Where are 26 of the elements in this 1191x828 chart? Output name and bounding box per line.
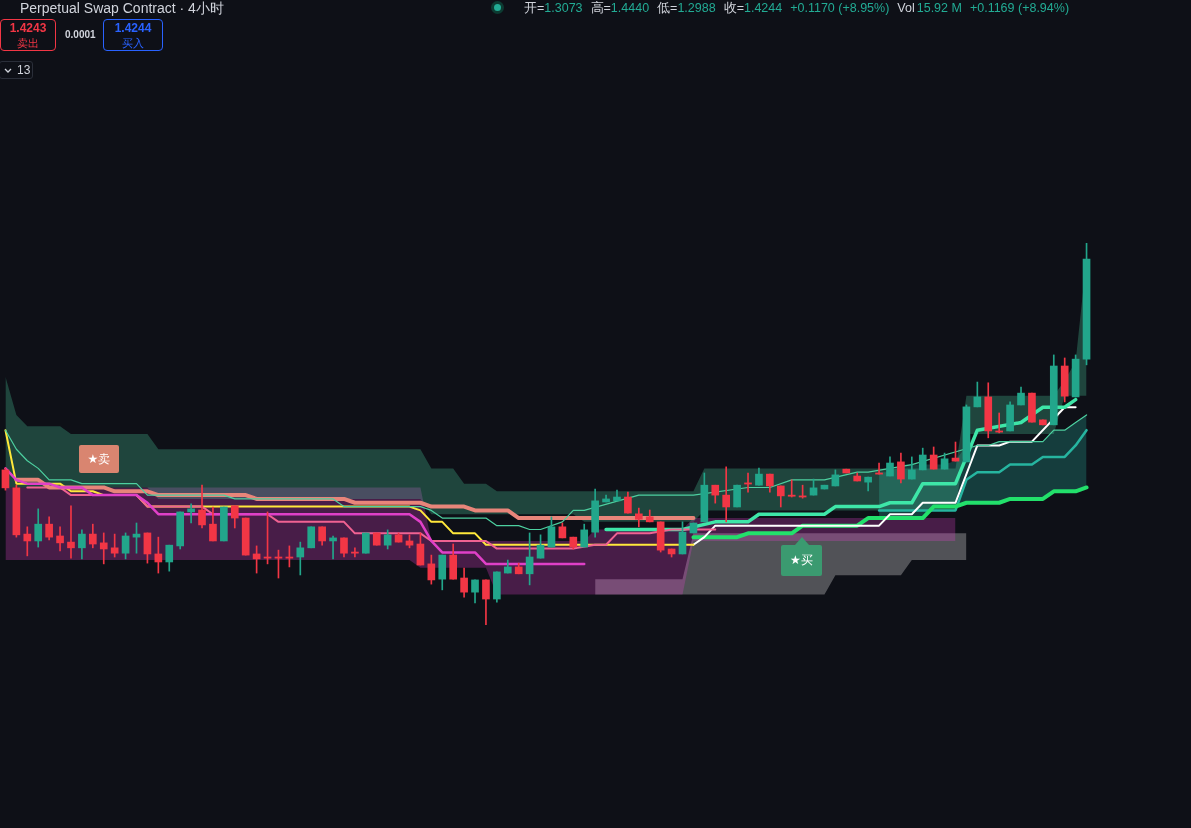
text: 低=	[657, 1, 678, 15]
text: 1.4244	[113, 21, 153, 36]
candlestick	[23, 526, 32, 557]
text: 收=	[723, 1, 744, 15]
text: +0.1170 (+8.95%)	[790, 1, 890, 15]
text: 1.4244	[743, 1, 783, 15]
candlestick	[67, 505, 75, 559]
text: 买入	[121, 36, 145, 51]
candlestick	[722, 466, 731, 523]
text: 1.4440	[610, 1, 650, 15]
text: 高=	[590, 1, 611, 15]
text: 0.0001	[65, 29, 96, 40]
chart-title: Perpetual Swap Contract · 4小时	[20, 0, 224, 16]
text: 1.3073	[544, 1, 583, 15]
text: 开=	[524, 1, 545, 15]
annotation: ★卖	[79, 445, 119, 473]
text: +0.1169 (+8.94%)	[969, 1, 1070, 15]
text: Vol	[897, 1, 915, 15]
annotation: ★买	[781, 545, 822, 576]
text: 15.92 M	[916, 1, 962, 15]
text: 13	[17, 63, 31, 77]
candlestick	[99, 532, 108, 565]
text: 卖出	[16, 36, 40, 51]
text: 1.4243	[8, 21, 48, 36]
text: 1.2988	[677, 1, 716, 15]
candlestick	[787, 479, 796, 498]
